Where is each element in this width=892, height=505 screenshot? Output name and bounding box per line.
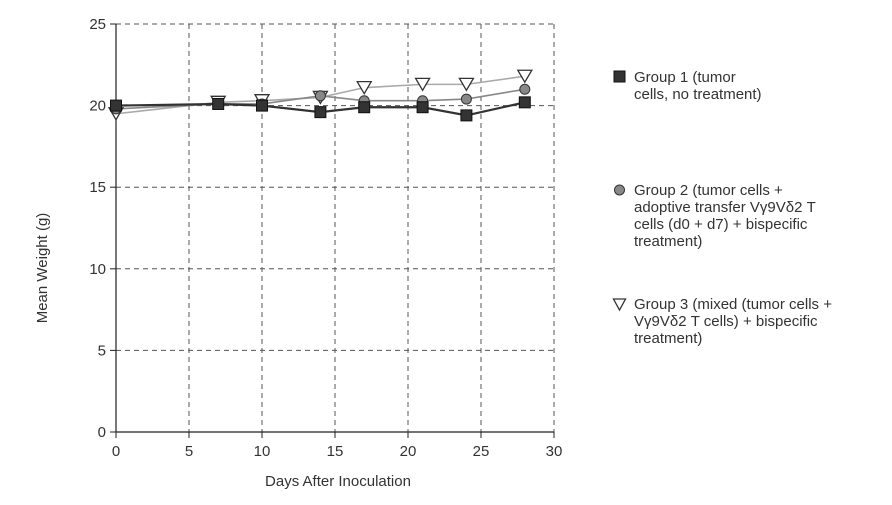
data-point-group-1 bbox=[460, 109, 473, 122]
series-line-group-1 bbox=[115, 101, 526, 117]
x-tick-label: 5 bbox=[185, 443, 193, 460]
data-point-group-2 bbox=[460, 93, 472, 105]
series-line-group-3 bbox=[115, 75, 525, 115]
x-tick-label: 15 bbox=[327, 443, 344, 460]
data-point-group-3 bbox=[356, 80, 373, 95]
data-point-group-3 bbox=[516, 69, 533, 84]
legend-label-group-1: Group 1 (tumor cells, no treatment) bbox=[634, 69, 762, 103]
y-tick-label: 25 bbox=[89, 16, 106, 33]
axes bbox=[110, 23, 555, 438]
grid bbox=[116, 23, 555, 432]
y-tick-label: 0 bbox=[98, 424, 106, 441]
data-point-group-1 bbox=[212, 97, 225, 110]
data-point-group-1 bbox=[416, 101, 429, 114]
data-point-group-2 bbox=[314, 90, 326, 102]
x-tick-label: 0 bbox=[112, 443, 120, 460]
y-axis-title: Mean Weight (g) bbox=[34, 213, 51, 324]
data-point-group-2 bbox=[519, 83, 531, 95]
x-tick-label: 25 bbox=[473, 443, 490, 460]
series bbox=[107, 69, 533, 122]
triangle-down-marker-icon bbox=[612, 298, 627, 312]
square-marker-icon bbox=[613, 70, 626, 83]
legend-item-group-1: Group 1 (tumor cells, no treatment) bbox=[612, 69, 892, 103]
x-axis-title: Days After Inoculation bbox=[265, 473, 411, 490]
circle-marker-icon bbox=[614, 184, 625, 196]
x-tick-label: 30 bbox=[546, 443, 563, 460]
data-point-group-3 bbox=[458, 77, 475, 92]
legend-label-group-2: Group 2 (tumor cells + adoptive transfer… bbox=[634, 182, 816, 250]
y-tick-label: 5 bbox=[98, 342, 106, 359]
data-point-group-1 bbox=[314, 106, 327, 119]
data-point-group-3 bbox=[414, 77, 431, 92]
y-tick-label: 15 bbox=[89, 179, 106, 196]
y-tick-label: 10 bbox=[89, 261, 106, 278]
data-point-group-1 bbox=[256, 99, 268, 112]
legend-label-group-3: Group 3 (mixed (tumor cells + Vγ9Vδ2 T c… bbox=[634, 296, 832, 347]
tick-labels: 0 5 10 15 20 25 30 0 5 10 15 20 25 bbox=[89, 16, 562, 460]
y-tick-label: 20 bbox=[89, 98, 106, 115]
x-tick-label: 20 bbox=[400, 443, 417, 460]
data-point-group-1 bbox=[358, 101, 371, 114]
data-point-group-1 bbox=[518, 96, 531, 109]
x-tick-label: 10 bbox=[254, 443, 271, 460]
legend-item-group-2: Group 2 (tumor cells + adoptive transfer… bbox=[612, 182, 892, 250]
data-point-group-1 bbox=[110, 99, 122, 112]
legend-item-group-3: Group 3 (mixed (tumor cells + Vγ9Vδ2 T c… bbox=[612, 296, 892, 347]
